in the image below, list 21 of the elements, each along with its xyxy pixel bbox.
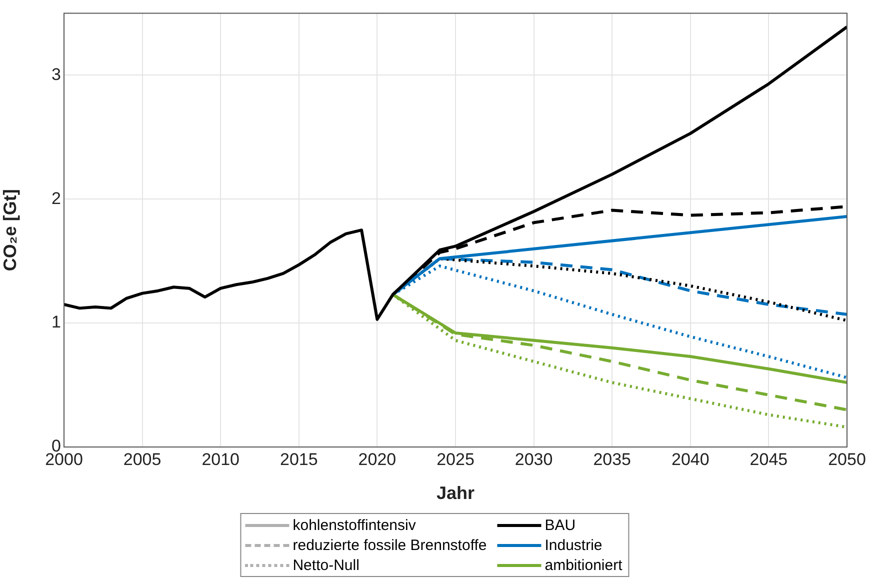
legend-label: kohlenstoffintensiv	[292, 516, 416, 534]
y-tick-label: 2	[52, 188, 61, 208]
y-axis-title: CO₂e [Gt]	[0, 189, 20, 272]
legend-label: reduzierte fossile Brennstoffe	[292, 536, 487, 554]
legend-label: ambitioniert	[544, 556, 622, 574]
x-tick-label: 2010	[202, 450, 240, 469]
y-tick-label: 1	[52, 312, 61, 332]
legend-label: BAU	[544, 516, 576, 534]
x-tick-label: 2045	[750, 450, 788, 469]
x-tick-label: 2050	[828, 450, 866, 469]
y-tick-label: 3	[52, 64, 61, 84]
x-tick-label: 2030	[514, 450, 553, 469]
x-tick-label: 2005	[123, 450, 162, 469]
x-tick-label: 2035	[593, 450, 632, 469]
legend-label: Netto-Null	[292, 556, 360, 574]
x-axis-title: Jahr	[436, 483, 475, 504]
x-tick-label: 2015	[280, 450, 318, 469]
x-tick-label: 2040	[671, 450, 710, 469]
x-tick-label: 2025	[436, 450, 474, 469]
x-tick-label: 2020	[358, 450, 396, 469]
legend-label: Industrie	[544, 536, 602, 554]
